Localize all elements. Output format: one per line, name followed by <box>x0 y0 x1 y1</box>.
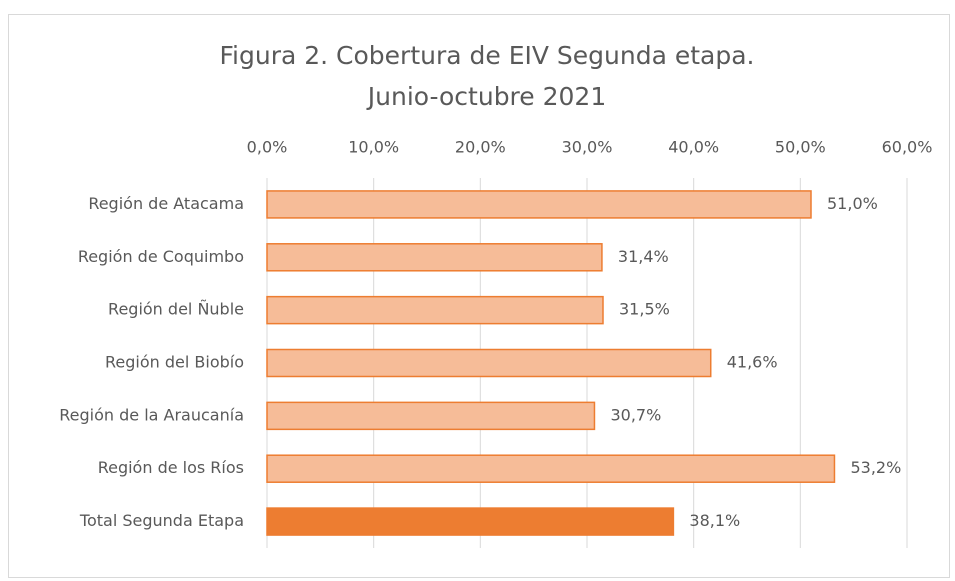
bar <box>266 243 603 272</box>
data-label: 53,2% <box>850 458 901 477</box>
data-label: 41,6% <box>727 353 778 372</box>
data-label: 51,0% <box>827 194 878 213</box>
x-tick-label: 60,0% <box>882 138 933 157</box>
y-tick-label: Región de la Araucanía <box>59 405 244 424</box>
data-label: 38,1% <box>689 511 740 530</box>
bar <box>266 454 836 483</box>
bar <box>266 295 604 325</box>
y-tick-label: Región de Atacama <box>88 194 244 213</box>
bar <box>266 507 675 536</box>
y-tick-label: Región de los Ríos <box>98 458 244 477</box>
x-tick-label: 40,0% <box>668 138 719 157</box>
chart-title: Figura 2. Cobertura de EIV Segunda etapa… <box>219 41 754 70</box>
bar <box>266 190 812 219</box>
y-tick-label: Total Segunda Etapa <box>79 511 244 530</box>
data-label: 31,5% <box>619 300 670 319</box>
bar <box>266 348 712 378</box>
chart-title: Junio-octubre 2021 <box>366 82 607 111</box>
y-tick-label: Región del Ñuble <box>108 300 244 319</box>
x-tick-label: 50,0% <box>775 138 826 157</box>
y-tick-label: Región del Biobío <box>105 353 244 372</box>
y-tick-label: Región de Coquimbo <box>78 247 244 266</box>
x-tick-label: 30,0% <box>562 138 613 157</box>
data-label: 30,7% <box>610 405 661 424</box>
bar <box>266 401 596 431</box>
data-label: 31,4% <box>618 247 669 266</box>
x-tick-label: 20,0% <box>455 138 506 157</box>
x-tick-label: 0,0% <box>247 138 288 157</box>
x-tick-label: 10,0% <box>348 138 399 157</box>
